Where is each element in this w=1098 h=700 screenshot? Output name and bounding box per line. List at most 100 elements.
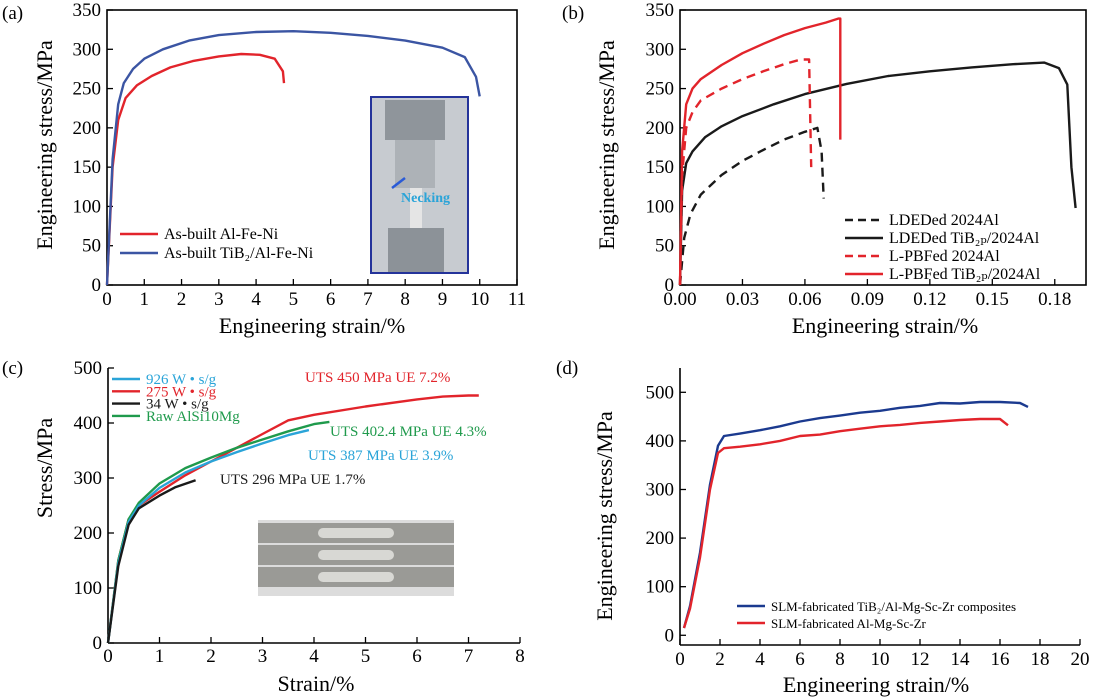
- legend-label: Raw AlSi10Mg: [146, 409, 240, 425]
- series-line-as-built-al-fe-ni: [105, 52, 286, 286]
- legend-label: 34 W • s/g: [146, 397, 209, 413]
- x-tick-label: 1: [155, 646, 165, 667]
- uts-annotation: UTS 450 MPa UE 7.2%: [305, 370, 450, 386]
- y-tick-label: 300: [74, 468, 103, 489]
- x-tick-label: 0: [103, 646, 113, 667]
- series-line-34-w-s-g: [106, 479, 196, 644]
- plot-frame: [106, 9, 518, 286]
- x-tick-label: 7: [464, 646, 474, 667]
- legend-label: SLM-fabricated Al-Mg-Sc-Zr: [771, 616, 927, 631]
- legend-label: L-PBFed TiB₂ₚ/2024Al: [889, 266, 1041, 283]
- panel-tag: (b): [562, 3, 584, 24]
- specimen-neck: [410, 188, 422, 228]
- x-axis-label: Engineering strain/%: [792, 313, 978, 338]
- legend-label: L-PBFed 2024Al: [889, 248, 1000, 265]
- y-tick-label: 250: [73, 79, 102, 100]
- uts-annotation: UTS 296 MPa UE 1.7%: [220, 472, 365, 488]
- specimen-gauge: [318, 572, 394, 582]
- x-axis-label: Engineering strain/%: [219, 313, 405, 338]
- specimen-gauge: [318, 528, 394, 538]
- series-line-ldeded-2024al: [678, 126, 825, 286]
- x-tick-label: 20: [1071, 649, 1090, 670]
- panel-tag: (c): [2, 358, 23, 379]
- x-tick-label: 0: [675, 649, 685, 670]
- x-tick-label: 8: [835, 649, 845, 670]
- x-tick-label: 4: [251, 289, 261, 310]
- y-tick-label: 500: [74, 358, 103, 379]
- y-axis-label: Engineering stress/MPa: [592, 411, 617, 621]
- necking-arrow: [391, 177, 406, 189]
- series-line-slm-fabricated-tib-al-mg-sc-zr-composites: [682, 400, 1029, 629]
- x-tick-label: 6: [412, 646, 422, 667]
- chart-panel-a: (a) 0 1 2 3 4 5 6 7 8 9 10 11 0 50 100 150 200 250 300 350 En…: [2, 0, 526, 338]
- y-axis-label: Stress/MPa: [32, 418, 57, 518]
- legend-label: As-built TiB₂/Al-Fe-Ni: [164, 245, 314, 262]
- x-tick-label: 11: [508, 289, 526, 310]
- series-line-l-pbfed-2024al: [678, 58, 813, 286]
- legend-label: 926 W • s/g: [146, 372, 217, 388]
- legend-label: SLM-fabricated TiB₂/Al-Mg-Sc-Zr composit…: [771, 599, 1016, 614]
- lower-grip: [388, 228, 444, 272]
- y-tick-label: 350: [73, 0, 102, 21]
- uts-annotation: UTS 387 MPa UE 3.9%: [308, 448, 453, 464]
- panel-tag: (a): [2, 3, 23, 24]
- y-tick-label: 100: [73, 196, 102, 217]
- chart-panel-b: (b) 0.00 0.03 0.06 0.09 0.12 0.15 0.18 0 50 100 150…: [562, 0, 1087, 338]
- x-tick-label: 7: [363, 289, 373, 310]
- x-tick-label: 0.03: [726, 289, 759, 310]
- x-tick-label: 2: [206, 646, 216, 667]
- x-tick-label: 2: [715, 649, 725, 670]
- x-tick-label: 12: [911, 649, 930, 670]
- y-tick-label: 100: [646, 577, 675, 598]
- y-tick-label: 0: [92, 275, 102, 296]
- x-tick-label: 10: [871, 649, 890, 670]
- x-tick-label: 5: [361, 646, 371, 667]
- necking-label: Necking: [401, 191, 450, 206]
- x-tick-label: 2: [177, 289, 187, 310]
- y-tick-label: 350: [646, 0, 675, 21]
- x-tick-label: 0: [102, 289, 112, 310]
- y-tick-label: 200: [73, 118, 102, 139]
- x-tick-label: 6: [326, 289, 336, 310]
- y-tick-label: 300: [646, 39, 675, 60]
- x-tick-label: 6: [795, 649, 805, 670]
- x-tick-label: 9: [438, 289, 448, 310]
- y-tick-label: 400: [74, 413, 103, 434]
- y-tick-label: 400: [646, 431, 675, 452]
- x-tick-label: 18: [1031, 649, 1050, 670]
- plot-frame: [679, 9, 1087, 286]
- x-tick-label: 10: [470, 289, 489, 310]
- x-tick-label: 14: [951, 649, 971, 670]
- x-tick-label: 4: [755, 649, 765, 670]
- y-axis-label: Engineering stress/MPa: [32, 40, 57, 250]
- y-tick-label: 50: [82, 236, 101, 257]
- inset-photo: Necking: [370, 96, 469, 274]
- y-tick-label: 250: [646, 79, 675, 100]
- legend-label: LDEDed 2024Al: [889, 212, 999, 229]
- x-tick-label: 0.18: [1038, 289, 1071, 310]
- x-tick-label: 3: [258, 646, 268, 667]
- panel-tag: (d): [556, 358, 578, 379]
- x-tick-label: 4: [309, 646, 319, 667]
- x-tick-label: 0.12: [913, 289, 946, 310]
- y-tick-label: 500: [646, 382, 675, 403]
- x-axis-label: Engineering strain/%: [783, 672, 969, 697]
- y-tick-label: 0: [93, 633, 103, 654]
- y-tick-label: 0: [665, 625, 675, 646]
- legend-label: As-built Al-Fe-Ni: [164, 226, 279, 243]
- x-tick-label: 8: [515, 646, 525, 667]
- series-line-slm-fabricated-al-mg-sc-zr: [682, 417, 1009, 629]
- chart-panel-c: (c) 0 1 2 3 4 5 6 7 8 0 100 200 300 400 500 Strain/% Stre…: [2, 358, 525, 696]
- uts-annotation: UTS 402.4 MPa UE 4.3%: [330, 424, 487, 440]
- x-tick-label: 5: [289, 289, 299, 310]
- y-tick-label: 150: [73, 157, 102, 178]
- x-tick-label: 8: [400, 289, 410, 310]
- legend-label: LDEDed TiB₂ₚ/2024Al: [889, 230, 1040, 247]
- x-tick-label: 0.00: [663, 289, 696, 310]
- x-tick-label: 3: [214, 289, 224, 310]
- y-tick-label: 200: [646, 118, 675, 139]
- y-tick-label: 200: [74, 523, 103, 544]
- y-axis-label: Engineering stress/MPa: [594, 40, 619, 250]
